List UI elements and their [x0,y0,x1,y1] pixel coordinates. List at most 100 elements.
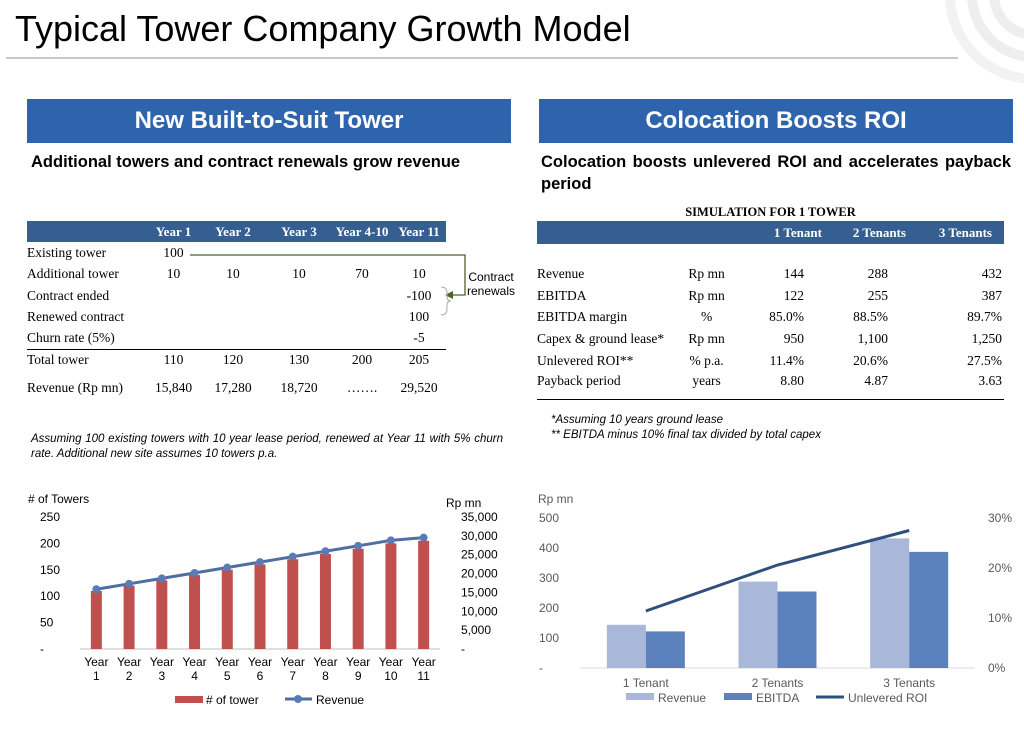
row-label: Renewed contract [27,308,125,324]
table-cell: 950 [783,330,804,346]
table-cell: 20.6% [853,352,888,368]
legend-label-towers: # of tower [206,693,259,707]
tower-revenue-chart: # of Towers Rp mn25020015010050-35,00030,… [28,492,498,707]
x-tick-label: 3 [158,669,165,683]
row-label: EBITDA [537,287,587,303]
revenue-bar [738,581,778,668]
table-row: Capex & ground lease* Rp mn 950 1,100 1,… [537,328,1004,350]
tower-bar [221,569,233,649]
row-label: Capex & ground lease* [537,330,665,346]
table-cell: 122 [783,287,804,303]
left-footnote: Assuming 100 existing towers with 10 yea… [31,433,503,460]
decorative-arcs-icon [945,0,1024,84]
colocation-roi-chart: Rp mn 500 400 300 200 100 - 30% 20% 10% 0% 1 Tenant… [538,492,1012,705]
header-cell [537,221,672,244]
x-tick-label: 10 [384,669,398,683]
revenue-point [92,585,101,594]
roi-line [645,529,910,613]
table-row: Existing tower 100 [27,242,446,263]
table-row: Payback period years 8.80 4.87 3.63 [537,371,1004,400]
revenue-bar [606,624,646,668]
revenue-bar [870,538,910,668]
x-tick-label: Year [215,655,239,669]
header-cell: Year 11 [392,221,446,243]
revenue-point [157,574,166,583]
x-tick-label: 7 [289,669,296,683]
contract-renewals-annotation: Contract renewals [466,270,516,298]
table-row: Churn rate (5%) -5 [27,327,446,349]
table-row: Renewed contract 100 [27,306,446,327]
legend-swatch-ebitda [724,693,752,700]
unit-cell: % [700,309,713,325]
unit-cell: Rp mn [688,265,725,281]
y-tick-label: 200 [40,536,60,550]
table-row: Revenue Rp mn 144 288 432 [537,263,1004,285]
table-row-revenue: Revenue (Rp mn) 15,840 17,280 18,720 …….… [27,371,446,405]
table-row: Contract ended -100 [27,285,446,306]
table-cell: -100 [406,287,432,303]
legend-marker-revenue [294,695,302,703]
row-label: Revenue (Rp mn) [27,380,123,396]
tower-bar [352,548,364,649]
x-tick-label: 2 [126,669,133,683]
table-row: EBITDA margin % 85.0% 88.5% 89.7% [537,306,1004,328]
table-header-row: 1 Tenant 2 Tenants 3 Tenants [537,221,1004,244]
y2-axis-title: Rp mn [446,496,481,510]
y-tick-label: 100 [539,631,559,645]
y-tick-label: 400 [539,541,559,555]
row-label: EBITDA margin [537,309,628,325]
header-cell: Year 1 [147,221,200,243]
y-tick-label: - [539,661,543,675]
header-cell: Year 2 [200,221,266,243]
left-banner: New Built-to-Suit Tower [27,99,511,143]
ebitda-bar [909,551,949,668]
table-row: Additional tower 10 10 10 70 10 [27,264,446,285]
tower-bar [123,585,135,649]
header-cell: 1 Tenant [741,221,832,244]
y2-tick-label: 35,000 [461,510,498,524]
table-cell [147,327,200,349]
legend-label-revenue: Revenue [316,693,364,707]
x-tick-label: Year [313,655,337,669]
row-label: Payback period [537,373,621,389]
table-cell [332,327,392,349]
table-cell: 144 [783,265,804,281]
tower-bar [319,553,331,649]
y2-tick-label: 10,000 [461,604,498,618]
x-tick-label: 5 [224,669,231,683]
table-cell: 205 [408,352,430,368]
y2-tick-label: 5,000 [461,623,491,637]
tower-bar [189,575,201,649]
header-cell: Year 3 [266,221,332,243]
simulation-title: SIMULATION FOR 1 TOWER [685,205,856,219]
page-title: Typical Tower Company Growth Model [15,8,631,49]
row-label: Unlevered ROI** [537,352,634,368]
table-cell: 1,250 [971,330,1002,346]
row-label: Additional tower [27,266,119,282]
unit-cell: Rp mn [688,287,725,303]
simulation-footnote-1: *Assuming 10 years ground lease [551,414,723,426]
y2-tick-label: - [461,642,465,656]
table-cell: 200 [351,352,373,368]
y2-tick-label: 20% [988,561,1012,575]
ebitda-bar [645,631,685,668]
right-subtitle: Colocation boosts unlevered ROI and acce… [541,153,1011,193]
x-tick-label: Year [150,655,174,669]
x-tick-label: 4 [191,669,198,683]
table-cell: 8.80 [780,373,804,389]
table-header-row: Year 1 Year 2 Year 3 Year 4-10 Year 11 [27,221,446,243]
revenue-point [386,536,395,545]
legend-label-revenue: Revenue [658,691,706,705]
y-tick-label: 250 [40,510,60,524]
header-cell: 2 Tenants [831,221,916,244]
table-cell: 100 [163,244,184,260]
y-tick-label: 500 [539,511,559,525]
x-tick-label: Year [182,655,206,669]
table-cell: 120 [222,352,244,368]
table-cell: 1,100 [857,330,888,346]
tower-growth-table: Year 1 Year 2 Year 3 Year 4-10 Year 11 E… [27,221,446,405]
legend-label-roi: Unlevered ROI [848,691,927,705]
header-cell: 3 Tenants [915,221,1004,244]
y-tick-label: 200 [539,601,559,615]
y-axis-title: # of Towers [28,492,89,506]
